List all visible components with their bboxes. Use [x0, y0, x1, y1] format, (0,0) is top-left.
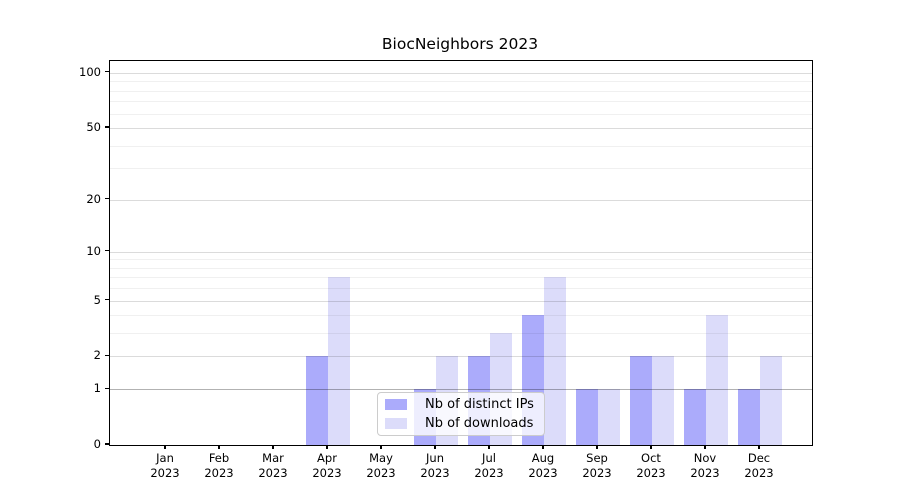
- y-tick-label: 5: [93, 292, 101, 307]
- bar-distinct-ips: [738, 389, 760, 445]
- y-tick-label: 100: [79, 64, 101, 79]
- y-tick-label: 50: [86, 119, 101, 134]
- gridline-minor: [110, 168, 812, 170]
- y-tick-mark: [105, 387, 109, 389]
- bar-distinct-ips: [306, 356, 328, 445]
- bar-downloads: [328, 277, 350, 445]
- gridline-minor: [110, 277, 812, 279]
- gridline-major: [110, 251, 812, 253]
- y-tick-mark: [105, 250, 109, 252]
- y-tick-mark: [105, 126, 109, 128]
- gridline-minor: [110, 259, 812, 261]
- bar-downloads: [760, 356, 782, 445]
- x-tick-label: Jan 2023: [150, 451, 180, 480]
- legend-swatch-distinct-ips: [385, 399, 407, 411]
- x-tick-mark: [272, 445, 274, 449]
- x-tick-label: Dec 2023: [744, 451, 774, 480]
- x-tick-label: May 2023: [366, 451, 396, 480]
- y-tick-label: 20: [86, 191, 101, 206]
- y-tick-mark: [105, 354, 109, 356]
- x-tick-label: Sep 2023: [582, 451, 612, 480]
- gridline-minor: [110, 288, 812, 290]
- y-tick-label: 1: [93, 381, 101, 396]
- x-tick-mark: [650, 445, 652, 449]
- bar-distinct-ips: [684, 389, 706, 445]
- x-tick-mark: [380, 445, 382, 449]
- x-tick-mark: [488, 445, 490, 449]
- gridline-major: [110, 300, 812, 302]
- x-tick-label: Aug 2023: [528, 451, 558, 480]
- y-tick-mark: [105, 71, 109, 73]
- legend-swatch-downloads: [385, 417, 407, 429]
- gridline-minor: [110, 90, 812, 92]
- x-tick-mark: [542, 445, 544, 449]
- legend: Nb of distinct IPs Nb of downloads: [377, 392, 545, 436]
- gridline-major: [110, 72, 812, 74]
- x-tick-label: Oct 2023: [636, 451, 666, 480]
- x-tick-mark: [704, 445, 706, 449]
- gridline-minor: [110, 315, 812, 317]
- x-tick-label: Nov 2023: [690, 451, 720, 480]
- gridline-major: [110, 127, 812, 129]
- gridline-minor: [110, 145, 812, 147]
- x-tick-label: Jul 2023: [474, 451, 504, 480]
- gridline-major: [110, 199, 812, 201]
- y-tick-label: 2: [93, 348, 101, 363]
- legend-item-downloads: Nb of downloads: [385, 416, 536, 432]
- bar-downloads: [598, 389, 620, 445]
- gridline-minor: [110, 101, 812, 103]
- y-tick-mark: [105, 443, 109, 445]
- x-tick-mark: [164, 445, 166, 449]
- bar-distinct-ips: [576, 389, 598, 445]
- x-tick-label: Feb 2023: [204, 451, 234, 480]
- y-tick-label: 10: [86, 243, 101, 258]
- x-tick-label: Apr 2023: [312, 451, 342, 480]
- gridline-minor: [110, 113, 812, 115]
- y-tick-mark: [105, 197, 109, 200]
- x-tick-mark: [758, 445, 760, 449]
- gridline-minor: [110, 81, 812, 83]
- x-tick-mark: [326, 445, 328, 449]
- plot-area: [109, 60, 813, 446]
- x-tick-label: Jun 2023: [420, 451, 450, 480]
- x-tick-mark: [218, 445, 220, 449]
- legend-item-distinct-ips: Nb of distinct IPs: [385, 397, 536, 413]
- bar-downloads: [706, 315, 728, 445]
- legend-label-distinct-ips: Nb of distinct IPs: [425, 397, 534, 413]
- y-tick-label: 0: [93, 437, 101, 451]
- bar-downloads: [544, 277, 566, 445]
- x-tick-mark: [434, 445, 436, 449]
- legend-label-downloads: Nb of downloads: [425, 415, 534, 431]
- gridline-minor: [110, 267, 812, 269]
- y-tick-mark: [105, 298, 109, 301]
- gridline-major: [110, 389, 812, 391]
- gridline-major: [110, 356, 812, 358]
- bar-distinct-ips: [630, 356, 652, 445]
- bar-downloads: [652, 356, 674, 445]
- chart-title: BiocNeighbors 2023: [381, 35, 539, 53]
- x-tick-mark: [596, 445, 598, 449]
- gridline-minor: [110, 333, 812, 335]
- x-tick-label: Mar 2023: [258, 451, 288, 480]
